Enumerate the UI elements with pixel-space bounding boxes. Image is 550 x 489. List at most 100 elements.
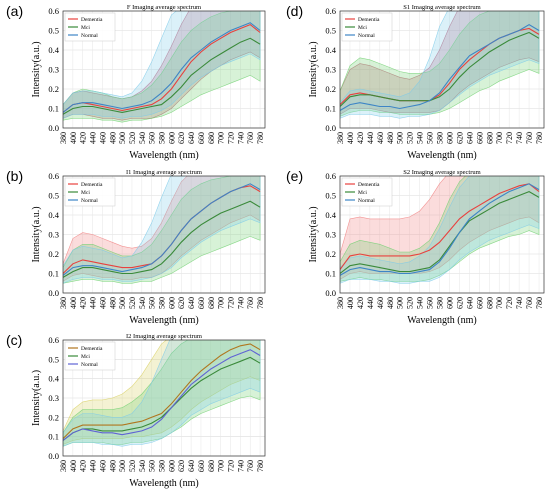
x-tick-label: 520: [128, 460, 137, 472]
x-tick-label: 600: [167, 460, 176, 472]
x-axis-label: Wavelength (nm): [407, 150, 476, 161]
y-tick-label: 0.3: [48, 393, 59, 403]
x-tick-label: 680: [207, 132, 216, 144]
x-tick-label: 660: [197, 132, 206, 144]
legend-entry: Normal: [358, 33, 375, 39]
panel-label: (c): [6, 332, 22, 348]
x-tick-label: 400: [69, 297, 78, 309]
x-tick-label: 600: [446, 297, 455, 309]
x-tick-label: 460: [98, 297, 107, 309]
y-tick-label: 0.2: [48, 84, 59, 94]
x-tick-label: 480: [108, 297, 117, 309]
y-axis-label: Intensity(a.u.): [308, 206, 319, 262]
x-tick-label: 580: [436, 132, 445, 144]
x-tick-label: 560: [148, 460, 157, 472]
confidence-band-mci: [63, 340, 261, 447]
x-tick-label: 560: [426, 297, 435, 309]
x-tick-label: 480: [108, 460, 117, 472]
legend-entry: Normal: [81, 362, 98, 368]
series-line-normal: [63, 183, 261, 276]
x-tick-label: 480: [386, 132, 395, 144]
chart-panel-5: (e) S2 Imaging average spectrum 0.0 0.1 0.2 0…: [286, 168, 545, 326]
x-tick-label: 720: [227, 297, 236, 309]
plot-content: [63, 340, 261, 447]
confidence-band-normal: [63, 11, 261, 119]
x-tick-label: 780: [535, 132, 544, 144]
x-tick-label: 720: [505, 297, 514, 309]
x-tick-label: 700: [495, 297, 504, 309]
x-tick-label: 580: [158, 297, 167, 309]
x-tick-label: 740: [236, 460, 245, 472]
series-line-normal: [63, 349, 261, 441]
x-tick-label: 480: [108, 132, 117, 144]
x-tick-label: 560: [148, 297, 157, 309]
legend-entry: Dementia: [81, 346, 103, 352]
y-tick-label: 0.2: [48, 412, 59, 422]
series-line-mci: [63, 356, 261, 441]
x-tick-label: 500: [396, 132, 405, 144]
y-axis-label: Intensity(a.u.): [31, 370, 42, 426]
y-tick-label: 0.1: [325, 104, 336, 114]
x-tick-label: 460: [376, 297, 385, 309]
y-tick-label: 0.6: [325, 6, 336, 16]
x-tick-label: 400: [69, 132, 78, 144]
x-tick-label: 560: [426, 132, 435, 144]
x-tick-label: 620: [177, 132, 186, 144]
chart-panel-3: (c) I2 Imaging average spectrum 0.0 0.1 0.2 0…: [6, 332, 266, 489]
x-tick-label: 640: [465, 132, 474, 144]
y-axis-label: Intensity(a.u.): [308, 41, 319, 97]
x-tick-label: 580: [158, 132, 167, 144]
chart-title: F Imaging average spectrum: [127, 4, 201, 11]
x-tick-label: 440: [89, 132, 98, 144]
x-tick-label: 380: [59, 132, 68, 144]
x-axis-label: Wavelength (nm): [129, 315, 198, 326]
chart-title: I2 Imaging average spectrum: [126, 333, 202, 340]
y-tick-label: 0.5: [48, 26, 59, 36]
x-tick-label: 520: [406, 297, 415, 309]
x-tick-label: 720: [505, 132, 514, 144]
x-tick-label: 580: [436, 297, 445, 309]
x-tick-label: 600: [167, 132, 176, 144]
x-tick-label: 440: [89, 297, 98, 309]
y-tick-label: 0.2: [325, 249, 336, 259]
x-tick-label: 640: [187, 132, 196, 144]
x-tick-label: 520: [128, 132, 137, 144]
x-tick-label: 620: [455, 132, 464, 144]
y-tick-label: 0.4: [325, 210, 336, 220]
y-tick-label: 0.0: [48, 123, 59, 133]
x-tick-label: 380: [336, 132, 345, 144]
legend-entry: Normal: [81, 198, 98, 204]
confidence-band-normal: [340, 11, 540, 119]
legend-entry: Mci: [358, 190, 367, 196]
x-tick-label: 680: [207, 460, 216, 472]
x-tick-label: 640: [465, 297, 474, 309]
legend-entry: Mci: [81, 190, 90, 196]
x-tick-label: 660: [197, 297, 206, 309]
x-tick-label: 400: [346, 297, 355, 309]
chart-title: I1 Imaging average spectrum: [126, 169, 202, 176]
y-tick-label: 0.4: [48, 374, 59, 384]
chart-panel-1: (a) F Imaging average spectrum 0.0 0.1 0.2 0.…: [6, 3, 266, 161]
y-tick-label: 0.2: [325, 84, 336, 94]
legend-entry: Mci: [81, 354, 90, 360]
x-tick-label: 400: [69, 460, 78, 472]
x-tick-label: 740: [236, 297, 245, 309]
x-tick-label: 780: [256, 297, 265, 309]
legend-entry: Dementia: [358, 17, 380, 23]
x-tick-label: 480: [386, 297, 395, 309]
series-line-mci: [340, 190, 540, 274]
x-tick-label: 740: [515, 297, 524, 309]
x-tick-label: 460: [98, 132, 107, 144]
legend: Dementia Mci Normal: [64, 12, 116, 42]
legend-entry: Mci: [81, 25, 90, 31]
y-tick-label: 0.6: [48, 171, 59, 181]
x-tick-label: 460: [376, 132, 385, 144]
legend: Dementia Mci Normal: [341, 177, 393, 207]
x-tick-label: 560: [148, 132, 157, 144]
x-tick-label: 680: [485, 132, 494, 144]
legend-entry: Dementia: [358, 182, 380, 188]
y-tick-label: 0.5: [48, 191, 59, 201]
y-tick-label: 0.3: [325, 65, 336, 75]
legend-entry: Mci: [358, 25, 367, 31]
x-tick-label: 740: [515, 132, 524, 144]
